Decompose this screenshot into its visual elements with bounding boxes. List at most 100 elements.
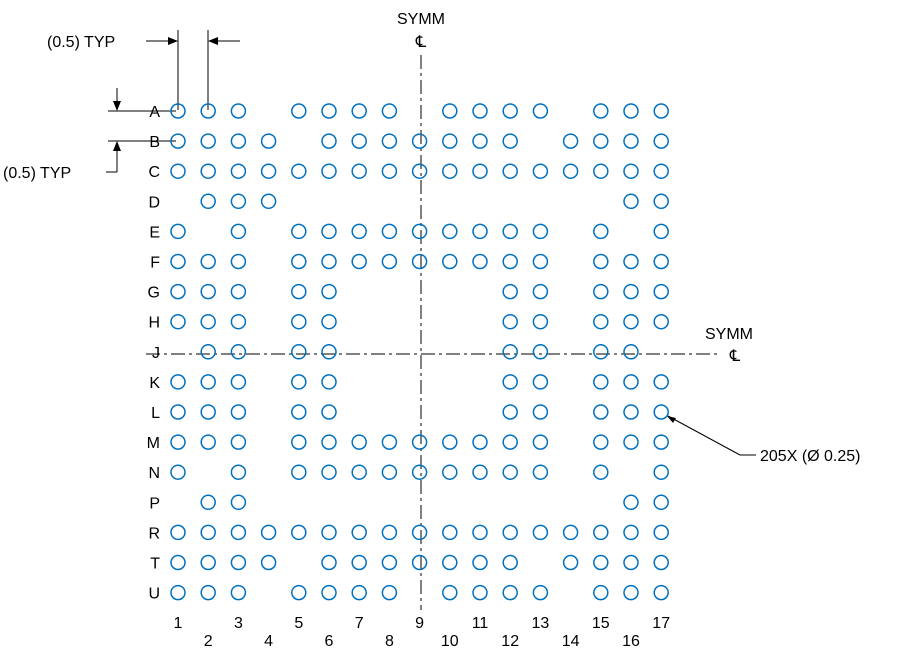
pad-callout: 205X (Ø 0.25)	[667, 415, 861, 465]
pad-F1	[170, 253, 186, 270]
pad-A6	[321, 103, 337, 119]
row-label: F	[150, 255, 160, 272]
pad-A10	[442, 103, 458, 119]
pad-U11	[472, 584, 488, 601]
row-label: N	[148, 465, 160, 482]
pad-N3	[230, 464, 247, 480]
pad-T17	[653, 554, 669, 571]
row-label: H	[148, 315, 160, 332]
pad-A1	[170, 103, 186, 119]
row-label: M	[147, 435, 160, 452]
pad-N5	[291, 464, 307, 480]
pad-F15	[593, 253, 609, 270]
pad-H16	[623, 313, 639, 330]
pad-L5	[291, 404, 307, 420]
pad-F2	[200, 253, 216, 270]
pad-D3	[230, 193, 247, 210]
pad-R15	[593, 524, 609, 541]
pad-C10	[442, 163, 458, 179]
pad-M2	[200, 434, 216, 450]
pad-M5	[291, 434, 307, 450]
pad-B16	[623, 133, 639, 149]
pad-F11	[472, 253, 488, 270]
pad-C7	[351, 163, 367, 179]
pad-G5	[291, 283, 307, 300]
pad-U6	[321, 584, 337, 601]
pad-R16	[623, 524, 639, 541]
pad-C9	[411, 163, 428, 179]
pad-J3	[230, 344, 247, 360]
pad-U16	[623, 584, 639, 601]
pad-R12	[502, 524, 518, 541]
pad-J6	[321, 344, 337, 360]
pad-A12	[502, 103, 518, 119]
pad-P3	[230, 494, 247, 511]
pad-N8	[381, 464, 398, 480]
pad-A3	[230, 103, 247, 119]
pad-H6	[321, 313, 337, 330]
pad-L16	[623, 404, 639, 420]
pad-U5	[291, 584, 307, 601]
pad-U13	[532, 584, 549, 601]
column-label: 4	[264, 633, 273, 650]
pad-U15	[593, 584, 609, 601]
pad-P2	[200, 494, 216, 511]
pad-K5	[291, 374, 307, 390]
pad-U2	[200, 584, 216, 601]
pad-R13	[532, 524, 549, 541]
pad-M12	[502, 434, 518, 450]
pad-G12	[502, 283, 518, 300]
pad-T8	[381, 554, 398, 571]
pad-M10	[442, 434, 458, 450]
pad-M9	[411, 434, 428, 450]
pad-R2	[200, 524, 216, 541]
row-label: R	[148, 525, 160, 542]
pad-C6	[321, 163, 337, 179]
pad-L3	[230, 404, 247, 420]
pad-M3	[230, 434, 247, 450]
pad-B7	[351, 133, 367, 149]
pad-F8	[381, 253, 398, 270]
pad-H12	[502, 313, 518, 330]
row-label: L	[151, 405, 160, 422]
row-label: P	[149, 495, 160, 512]
pad-G16	[623, 283, 639, 300]
pad-R6	[321, 524, 337, 541]
pad-M6	[321, 434, 337, 450]
pad-B4	[260, 133, 277, 149]
pad-E15	[593, 223, 609, 240]
pad-E12	[502, 223, 518, 240]
pad-M11	[472, 434, 488, 450]
pad-N15	[593, 464, 609, 480]
pad-E5	[291, 223, 307, 240]
pad-E1	[170, 223, 186, 240]
pad-G13	[532, 283, 549, 300]
pad-C3	[230, 163, 247, 179]
pad-H1	[170, 313, 186, 330]
pad-U1	[170, 584, 186, 601]
pad-T7	[351, 554, 367, 571]
horizontal-pitch-label: (0.5) TYP	[47, 34, 115, 51]
pad-N13	[532, 464, 549, 480]
column-label: 11	[472, 615, 489, 632]
column-label: 3	[234, 615, 243, 632]
pad-E6	[321, 223, 337, 240]
pad-K2	[200, 374, 216, 390]
pad-N9	[411, 464, 428, 480]
pad-E10	[442, 223, 458, 240]
vertical-pitch-label: (0.5) TYP	[3, 165, 71, 182]
pad-M17	[653, 434, 669, 450]
column-label: 14	[562, 633, 580, 650]
pad-K15	[593, 374, 609, 390]
row-label: J	[152, 345, 160, 362]
pad-J12	[502, 344, 518, 360]
row-label: B	[149, 134, 160, 151]
pad-C17	[653, 163, 669, 179]
pad-F17	[653, 253, 669, 270]
pad-R9	[411, 524, 428, 541]
pad-C13	[532, 163, 549, 179]
pad-M13	[532, 434, 549, 450]
row-label: E	[149, 224, 160, 241]
pad-F12	[502, 253, 518, 270]
pad-G1	[170, 283, 186, 300]
